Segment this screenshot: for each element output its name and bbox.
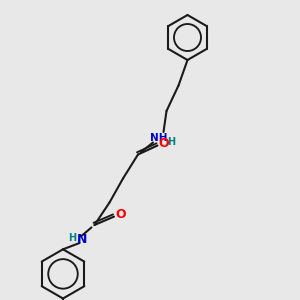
Text: O: O	[115, 208, 126, 221]
Text: H: H	[167, 137, 175, 148]
Text: O: O	[159, 136, 170, 150]
Text: H: H	[68, 233, 76, 243]
Text: NH: NH	[150, 133, 168, 143]
Text: N: N	[77, 233, 88, 246]
